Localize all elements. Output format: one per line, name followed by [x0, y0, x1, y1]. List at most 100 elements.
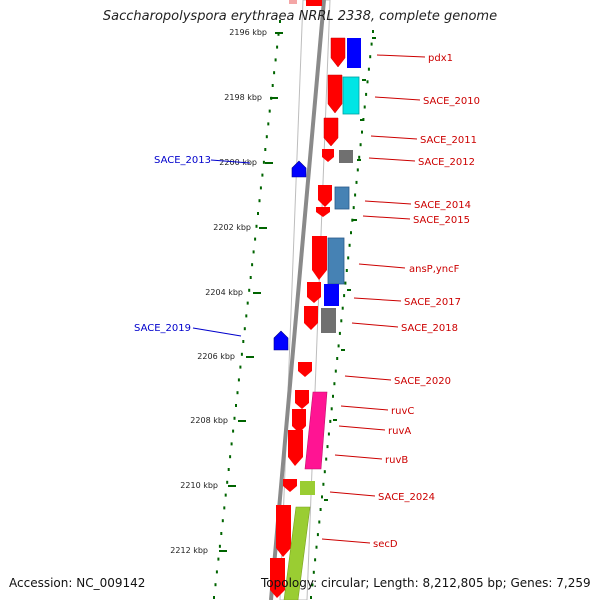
cds-arrow	[270, 558, 285, 598]
cds-arrow	[283, 479, 297, 492]
accession-label: Accession: NC_009142	[9, 576, 146, 590]
ruler-dot	[315, 545, 318, 549]
gene-block-pdx1	[347, 38, 361, 68]
gene-block-sace-2017	[324, 284, 339, 306]
ruler-dot	[227, 468, 230, 471]
ruler-dot	[220, 532, 223, 535]
gene-block-sace-2010	[342, 76, 360, 115]
ruler-dot	[262, 160, 265, 164]
ruler-dot	[248, 288, 251, 292]
ruler-dot	[236, 391, 239, 395]
ruler-dot	[337, 344, 340, 348]
ruler-ticks: 2196 kbp 2198 kbp 2200 kbp 2202 kbp 2204…	[170, 28, 283, 555]
ruler-dot	[348, 243, 351, 247]
genome-summary: Topology: circular; Length: 8,212,805 bp…	[261, 576, 591, 590]
ruler-dot	[279, 20, 281, 23]
ruler-dot	[229, 455, 232, 459]
ruler-tick-label: 2210 kbp	[180, 481, 218, 490]
ruler-dot	[226, 480, 229, 484]
right-dots	[324, 37, 376, 501]
cds-arrow	[322, 149, 334, 162]
gene-label-secd: secD	[373, 539, 398, 550]
ruler-dot	[351, 218, 354, 222]
ruler-dot	[268, 109, 271, 113]
gene-label-pdx1: pdx1	[428, 53, 453, 64]
ruler-dot	[333, 382, 336, 386]
ruler-dot	[249, 276, 252, 279]
ruler-tick-label: 2208 kbp	[190, 416, 228, 425]
ruler-dot	[240, 352, 243, 356]
ruler-dot	[264, 148, 267, 151]
ruler-tick-label: 2206 kbp	[197, 352, 235, 361]
ruler-dot	[261, 173, 264, 177]
gene-block-ruv	[304, 391, 328, 470]
ruler-dot	[246, 301, 249, 305]
ruler-dot	[310, 596, 312, 599]
ruler-tick-label: 2212 kbp	[170, 546, 208, 555]
ruler-dot	[361, 130, 363, 134]
ruler-dot	[312, 570, 315, 574]
ruler-dot	[341, 306, 344, 310]
cds-arrow	[295, 390, 309, 409]
gene-label-sace-2019: SACE_2019	[134, 323, 191, 334]
ruler-dot	[257, 212, 259, 215]
ruler-dot	[218, 544, 221, 548]
ruler-dot	[322, 482, 325, 486]
ruler-dot	[255, 224, 258, 228]
gene-block-sace-2018	[321, 308, 336, 333]
ruler-dot	[224, 493, 227, 497]
left-labels: SACE_2013 SACE_2019	[134, 155, 251, 337]
gene-label-sace-2010: SACE_2010	[423, 96, 480, 107]
gene-label-ruvb: ruvB	[385, 455, 408, 466]
ruler-dot	[338, 331, 341, 335]
ruler-dot	[245, 314, 248, 318]
ruler-dot	[215, 570, 218, 574]
ruler-dot	[356, 168, 359, 172]
ruler-dot	[258, 199, 261, 203]
ruler-dot	[340, 319, 343, 323]
ruler-dot	[316, 533, 319, 537]
cds-arrow	[276, 505, 291, 557]
ruler-dot	[276, 45, 279, 49]
gene-block-secd	[283, 506, 311, 600]
ruler-dot	[259, 186, 262, 190]
ruler-dot	[232, 429, 235, 433]
ruler-tick-label: 2198 kbp	[224, 93, 262, 102]
gene-block-sace-2019	[273, 330, 289, 351]
gene-label-sace-2020: SACE_2020	[394, 376, 451, 387]
feature-top-partial	[306, 0, 322, 6]
ruler-dot	[242, 340, 245, 343]
gene-label-sace-2014: SACE_2014	[414, 200, 471, 211]
ruler-dot	[345, 269, 348, 272]
ruler-dot	[223, 506, 226, 510]
ruler-dotted-lines	[213, 20, 374, 599]
feature-top-partial	[289, 0, 297, 4]
ruler-dot	[319, 508, 322, 511]
ruler-dot	[343, 294, 346, 298]
ruler-dot	[243, 327, 246, 331]
ruler-tick-label: 2204 kbp	[205, 288, 243, 297]
ruler-dot	[350, 231, 352, 235]
ruler-dot	[214, 583, 217, 587]
gene-block-sace-2014	[334, 186, 350, 210]
gene-label-sace-2018: SACE_2018	[401, 323, 458, 334]
ruler-dot	[230, 442, 233, 446]
gene-block-ansp-yncf	[327, 237, 345, 285]
ruler-dot	[370, 42, 373, 46]
ruler-tick-label: 2202 kbp	[213, 223, 251, 232]
gene-block-sace-2024	[300, 481, 315, 495]
ruler-dot	[366, 80, 369, 84]
ruler-dot	[365, 92, 368, 96]
ruler-dot	[265, 135, 268, 139]
ruler-dot	[325, 457, 328, 461]
cds-arrow	[330, 37, 346, 68]
ruler-dot	[251, 263, 254, 267]
ruler-dot	[354, 193, 357, 197]
right-labels: pdx1 SACE_2010 SACE_2011 SACE_2012 SACE_…	[321, 53, 480, 550]
ruler-dot	[274, 58, 277, 62]
gene-label-sace-2024: SACE_2024	[378, 492, 435, 503]
ruler-dot	[372, 30, 374, 33]
ruler-dot	[217, 557, 220, 561]
ruler-dot	[347, 256, 350, 260]
